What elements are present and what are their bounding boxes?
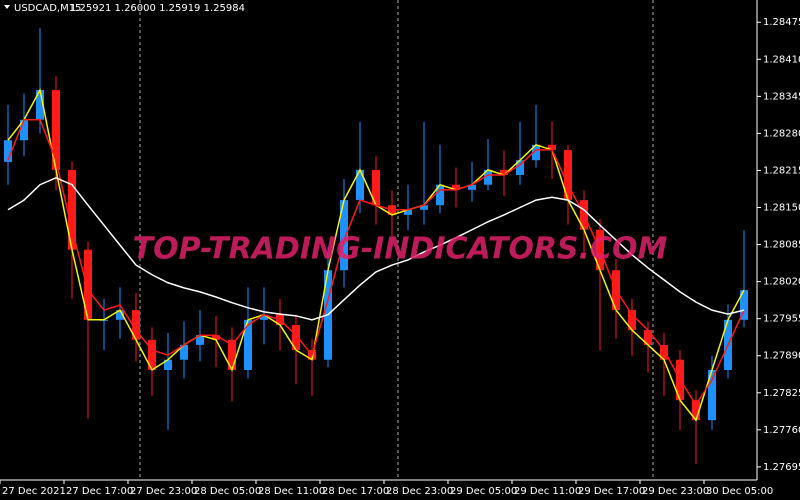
moving-average bbox=[7, 118, 745, 407]
candle-body bbox=[260, 314, 268, 320]
candle-body bbox=[36, 90, 44, 120]
candle-body bbox=[516, 160, 524, 176]
x-tick-label: 27 Dec 23:00 bbox=[130, 486, 197, 497]
candle-body bbox=[708, 369, 716, 421]
y-tick-label: 1.27955 bbox=[763, 314, 800, 325]
quote: 1.25921 1.26000 1.25919 1.25984 bbox=[70, 3, 245, 14]
x-tick-label: 28 Dec 23:00 bbox=[386, 486, 453, 497]
candle-body bbox=[628, 310, 636, 331]
x-tick-label: 28 Dec 17:00 bbox=[322, 486, 389, 497]
candle-body bbox=[436, 184, 444, 206]
candle-body bbox=[132, 310, 140, 340]
y-tick-label: 1.27890 bbox=[763, 351, 800, 362]
y-tick-label: 1.28345 bbox=[763, 91, 800, 102]
candle-body bbox=[4, 140, 12, 162]
candle-body bbox=[244, 319, 252, 370]
candle-body bbox=[548, 144, 556, 150]
candle-body bbox=[484, 169, 492, 185]
candle-body bbox=[420, 205, 428, 210]
candle-body bbox=[500, 169, 508, 176]
candle-body bbox=[404, 209, 412, 215]
candle-body bbox=[84, 249, 92, 320]
y-tick-label: 1.28280 bbox=[763, 128, 800, 139]
candle-body bbox=[372, 169, 380, 206]
y-tick-label: 1.27760 bbox=[763, 425, 800, 436]
x-tick-label: 27 Dec 17:00 bbox=[66, 486, 133, 497]
candle-body bbox=[340, 200, 348, 271]
y-tick-label: 1.28020 bbox=[763, 277, 800, 288]
candle-body bbox=[468, 184, 476, 190]
candle-body bbox=[52, 90, 60, 170]
plot bbox=[4, 27, 748, 465]
candle-body bbox=[148, 339, 156, 370]
menu-icon[interactable] bbox=[4, 5, 10, 9]
y-tick-label: 1.28085 bbox=[763, 240, 800, 251]
x-tick-label: 29 Dec 11:00 bbox=[514, 486, 581, 497]
candle-body bbox=[212, 335, 220, 340]
candle-body bbox=[564, 149, 572, 201]
y-tick-label: 1.28410 bbox=[763, 54, 800, 65]
x-tick-label: 28 Dec 11:00 bbox=[258, 486, 325, 497]
candle-body bbox=[660, 344, 668, 360]
candle-body bbox=[532, 144, 540, 161]
candle-body bbox=[292, 324, 300, 351]
x-tick-label: 29 Dec 17:00 bbox=[578, 486, 645, 497]
candle-body bbox=[196, 335, 204, 345]
watermark: TOP-TRADING-INDICATORS.COM bbox=[133, 232, 668, 267]
candle-body bbox=[228, 339, 236, 370]
y-tick-label: 1.27825 bbox=[763, 388, 800, 399]
candle-body bbox=[356, 169, 364, 201]
candle-body bbox=[740, 290, 748, 320]
symbol: USDCAD,M15 bbox=[14, 3, 81, 14]
candle-body bbox=[164, 359, 172, 370]
x-tick-label: 28 Dec 05:00 bbox=[194, 486, 261, 497]
candle-body bbox=[644, 330, 652, 345]
y-tick-label: 1.28150 bbox=[763, 203, 800, 214]
candle-body bbox=[180, 344, 188, 360]
x-tick-label: 27 Dec 2021 bbox=[2, 486, 66, 497]
candle-body bbox=[20, 119, 28, 141]
moving-average bbox=[7, 177, 745, 321]
candle-body bbox=[68, 169, 76, 250]
x-tick-label: 30 Dec 05:00 bbox=[706, 486, 773, 497]
separators bbox=[139, 0, 654, 480]
x-tick-label: 29 Dec 05:00 bbox=[450, 486, 517, 497]
candle-body bbox=[116, 310, 124, 320]
y-tick-label: 1.27695 bbox=[763, 462, 800, 473]
y-tick-label: 1.28215 bbox=[763, 165, 800, 176]
candle-body bbox=[452, 184, 460, 190]
candle-body bbox=[692, 400, 700, 421]
x-tick-label: 29 Dec 23:00 bbox=[642, 486, 709, 497]
y-tick-label: 1.28475 bbox=[763, 17, 800, 28]
